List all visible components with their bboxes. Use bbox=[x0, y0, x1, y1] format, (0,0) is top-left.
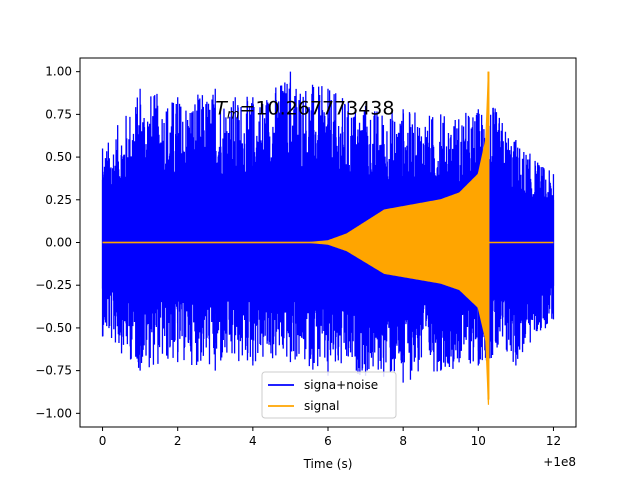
y-tick-label: −0.50 bbox=[35, 321, 72, 335]
y-tick-label: 0.50 bbox=[45, 150, 72, 164]
x-tick-label: 6 bbox=[324, 434, 332, 448]
y-tick-label: −1.00 bbox=[35, 406, 72, 420]
x-tick-label: 2 bbox=[174, 434, 182, 448]
tm-annotation-prefix: T bbox=[215, 97, 228, 119]
x-axis-label: Time (s) bbox=[303, 457, 353, 471]
tm-annotation: Tm=10.267773438 bbox=[215, 97, 394, 122]
x-tick-label: 4 bbox=[249, 434, 257, 448]
x-tick-label: 10 bbox=[471, 434, 486, 448]
y-tick-label: 1.00 bbox=[45, 65, 72, 79]
y-tick-label: 0.25 bbox=[45, 193, 72, 207]
y-tick-label: 0.75 bbox=[45, 107, 72, 121]
x-axis: 0 2 4 6 8 10 12 bbox=[99, 427, 561, 448]
x-axis-offset-label: +1e8 bbox=[543, 455, 576, 469]
y-tick-label: −0.25 bbox=[35, 278, 72, 292]
y-tick-label: 0.00 bbox=[45, 236, 72, 250]
x-tick-label: 8 bbox=[399, 434, 407, 448]
legend: signa+noise signal bbox=[261, 371, 397, 419]
legend-label-signa-noise: signa+noise bbox=[304, 378, 378, 392]
series-layer bbox=[101, 71, 555, 405]
tm-annotation-suffix: =10.267773438 bbox=[240, 97, 395, 119]
legend-label-signal: signal bbox=[304, 399, 340, 413]
y-axis: −1.00 −0.75 −0.50 −0.25 0.00 0.25 0.50 0.75 1.00 bbox=[35, 65, 80, 420]
legend-box bbox=[261, 371, 397, 419]
x-tick-label: 0 bbox=[99, 434, 107, 448]
y-tick-label: −0.75 bbox=[35, 364, 72, 378]
x-tick-label: 12 bbox=[546, 434, 561, 448]
tm-annotation-subscript: m bbox=[227, 107, 240, 122]
